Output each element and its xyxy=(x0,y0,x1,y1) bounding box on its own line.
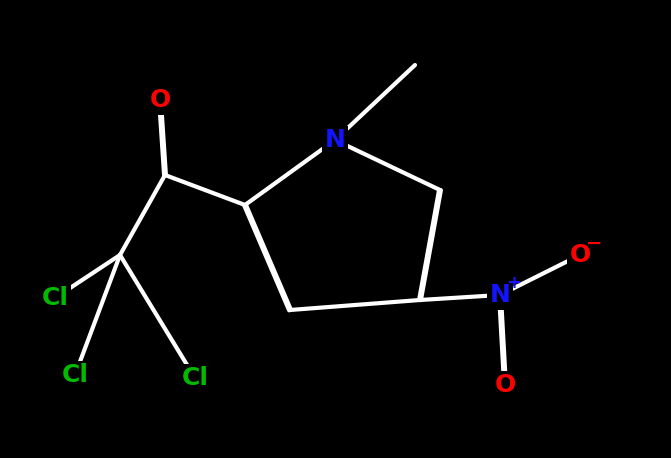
Text: Cl: Cl xyxy=(62,363,89,387)
Text: +: + xyxy=(507,274,521,292)
Text: Cl: Cl xyxy=(42,286,68,310)
Text: N: N xyxy=(490,283,511,307)
Text: −: − xyxy=(586,234,602,252)
Text: O: O xyxy=(570,243,590,267)
Text: O: O xyxy=(150,88,170,112)
Text: N: N xyxy=(325,128,346,152)
Text: Cl: Cl xyxy=(181,366,209,390)
Text: O: O xyxy=(495,373,515,397)
